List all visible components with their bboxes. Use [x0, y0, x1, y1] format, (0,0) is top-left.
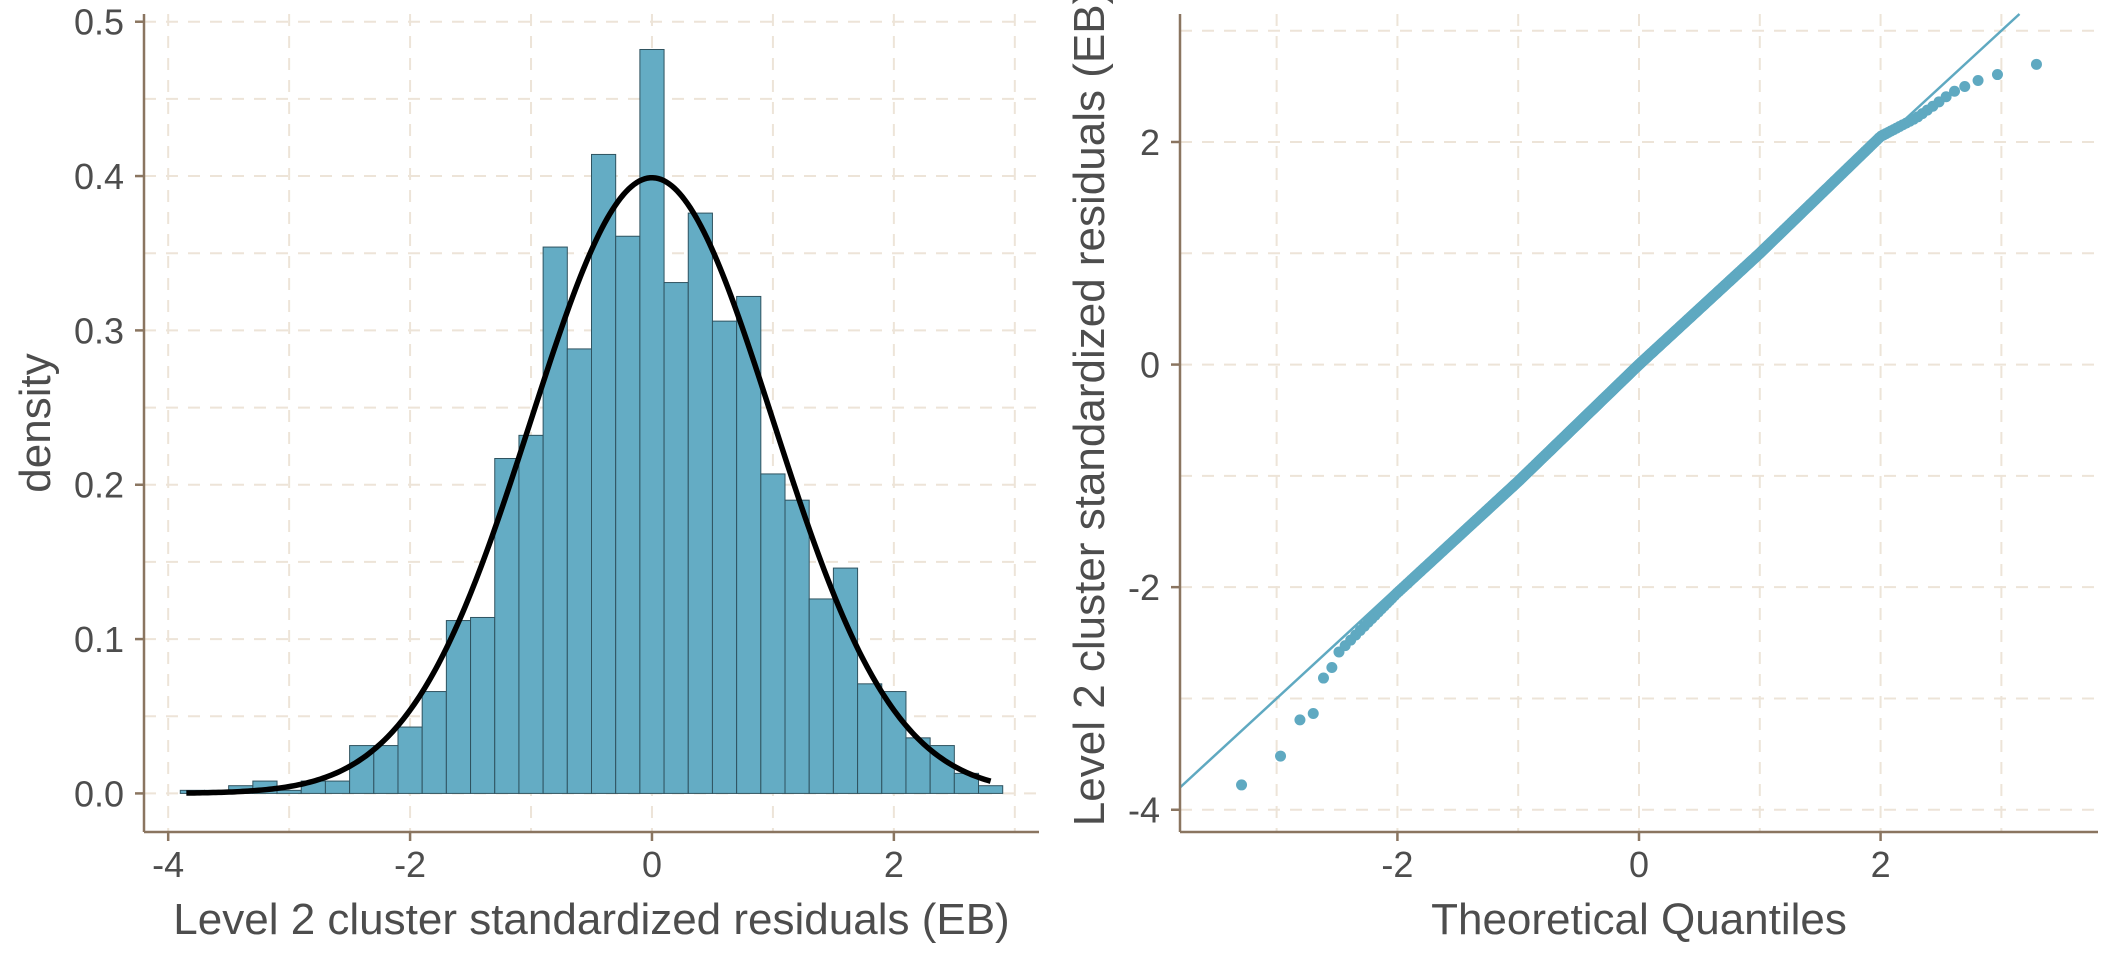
histogram-y-axis-title: density: [11, 353, 60, 492]
qq-gridlines: [1180, 14, 2098, 832]
histogram-bar: [978, 785, 1004, 794]
qq-point: [1959, 81, 1971, 93]
qq-y-ticks: -4 -2 0 2: [1128, 122, 1180, 831]
histogram-bar: [373, 745, 399, 794]
histogram-x-tick-label: 0: [642, 844, 662, 885]
histogram-axes: [142, 14, 1039, 834]
histogram-bar: [663, 282, 689, 794]
histogram-bar: [711, 320, 738, 794]
histogram-bar: [324, 780, 351, 794]
qq-point: [1940, 91, 1952, 103]
qq-x-tick-label: -2: [1381, 844, 1413, 885]
qq-point: [1317, 672, 1329, 684]
histogram-bar: [591, 153, 617, 794]
qq-point: [1949, 85, 1961, 97]
qq-point: [2030, 58, 2042, 70]
qq-point: [1294, 714, 1306, 726]
histogram-x-tick-label: 2: [884, 844, 904, 885]
qq-point: [1275, 750, 1287, 762]
qq-points: [1236, 58, 2042, 791]
qq-axes: [1178, 14, 2098, 834]
histogram-bar: [276, 789, 302, 794]
histogram-y-tick-label: 0.4: [74, 156, 124, 197]
histogram-panel: -4 -2 0 2 0.0 0.1 0.2 0.3 0.4 0.5 Level 2 cluste…: [11, 2, 1039, 944]
qq-y-tick-label: -4: [1128, 790, 1160, 831]
qq-point: [1991, 69, 2003, 81]
histogram-bar: [445, 620, 472, 794]
qq-x-axis-title: Theoretical Quantiles: [1431, 895, 1847, 944]
qq-x-ticks: -2 0 2: [1381, 832, 1891, 885]
qq-plot-panel: -2 0 2 -4 -2 0 2 Theoretical Quantiles Level …: [1065, 0, 2098, 944]
qq-y-axis-title: Level 2 cluster standardized residuals (…: [1065, 0, 1114, 826]
qq-point: [1972, 75, 1984, 87]
histogram-x-ticks: -4 -2 0 2: [152, 832, 904, 885]
histogram-bars: [179, 48, 1004, 794]
histogram-bar: [760, 473, 786, 794]
histogram-bar: [566, 348, 592, 794]
qq-x-tick-label: 0: [1629, 844, 1649, 885]
histogram-y-tick-label: 0.0: [74, 773, 124, 814]
qq-y-tick-label: -2: [1128, 567, 1160, 608]
histogram-bar: [494, 457, 520, 794]
histogram-x-axis-title: Level 2 cluster standardized residuals (…: [173, 895, 1009, 944]
histogram-bar: [808, 598, 834, 794]
histogram-bar: [397, 726, 423, 794]
histogram-y-tick-label: 0.3: [74, 310, 124, 351]
histogram-bar: [784, 499, 810, 794]
histogram-bar: [615, 235, 641, 794]
qq-point: [1326, 662, 1338, 674]
qq-point: [1307, 708, 1319, 719]
histogram-x-tick-label: -4: [152, 844, 184, 885]
histogram-y-tick-label: 0.1: [74, 619, 124, 660]
histogram-y-tick-label: 0.2: [74, 465, 124, 506]
histogram-bar: [518, 434, 544, 794]
histogram-y-tick-label: 0.5: [74, 2, 124, 43]
normal-density-curve: [186, 174, 992, 796]
histogram-bar: [736, 295, 762, 794]
histogram-bar: [857, 683, 883, 794]
histogram-y-ticks: 0.0 0.1 0.2 0.3 0.4 0.5: [74, 2, 144, 814]
qq-x-tick-label: 2: [1871, 844, 1891, 885]
histogram-bar: [639, 48, 665, 794]
histogram-x-tick-label: -2: [394, 844, 426, 885]
qq-y-tick-label: 2: [1140, 122, 1160, 163]
qq-point: [1236, 779, 1248, 791]
histogram-bar: [421, 691, 447, 794]
histogram-bar: [687, 212, 713, 794]
qq-y-tick-label: 0: [1140, 345, 1160, 386]
histogram-bar: [470, 616, 496, 794]
